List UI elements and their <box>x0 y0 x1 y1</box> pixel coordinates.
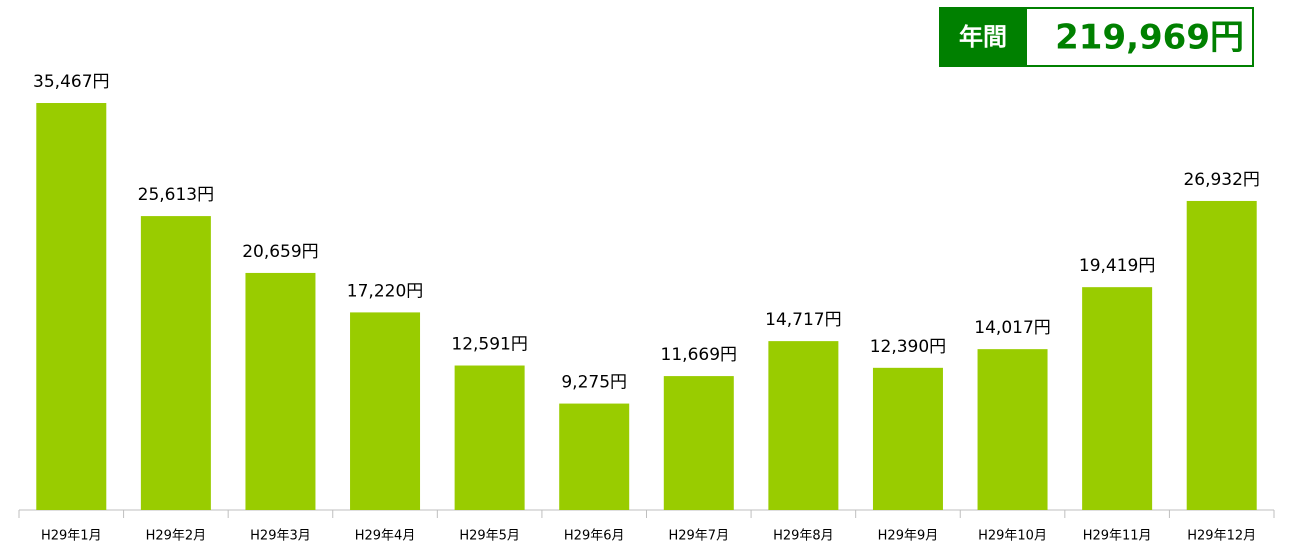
value-label: 12,390円 <box>870 337 946 357</box>
bar <box>245 272 316 510</box>
total-label-box <box>940 8 1027 66</box>
bar <box>663 376 734 510</box>
x-tick-label: H29年12月 <box>1187 529 1256 544</box>
bar <box>1082 287 1153 510</box>
value-label: 35,467円 <box>33 72 109 92</box>
bar <box>872 367 943 510</box>
x-tick-label: H29年8月 <box>773 529 834 544</box>
value-label: 14,017円 <box>974 318 1050 338</box>
value-label: 25,613円 <box>138 185 214 205</box>
x-tick-label: H29年11月 <box>1083 529 1152 544</box>
x-tick-label: H29年5月 <box>459 529 520 544</box>
bar <box>768 341 839 510</box>
x-tick-label: H29年6月 <box>564 529 625 544</box>
x-tick-label: H29年1月 <box>41 529 102 544</box>
x-tick-label: H29年4月 <box>355 529 416 544</box>
value-label: 11,669円 <box>661 345 737 365</box>
value-label: 9,275円 <box>561 373 627 393</box>
x-tick-label: H29年7月 <box>668 529 729 544</box>
x-tick-label: H29年3月 <box>250 529 311 544</box>
x-tick-label: H29年10月 <box>978 529 1047 544</box>
value-label: 17,220円 <box>347 281 423 301</box>
bar <box>977 349 1048 510</box>
value-label: 19,419円 <box>1079 256 1155 276</box>
bar <box>350 312 421 510</box>
value-label: 12,591円 <box>451 335 527 355</box>
value-label: 20,659円 <box>242 242 318 262</box>
x-tick-label: H29年9月 <box>878 529 939 544</box>
bar <box>36 103 107 510</box>
total-label: 年間 <box>959 23 1007 51</box>
bar <box>559 403 630 510</box>
value-label: 14,717円 <box>765 310 841 330</box>
x-tick-label: H29年2月 <box>146 529 207 544</box>
bar <box>1186 200 1257 510</box>
bar <box>140 216 211 510</box>
bar <box>454 365 525 510</box>
total-value: 219,969円 <box>1055 18 1244 58</box>
value-label: 26,932円 <box>1183 170 1259 190</box>
